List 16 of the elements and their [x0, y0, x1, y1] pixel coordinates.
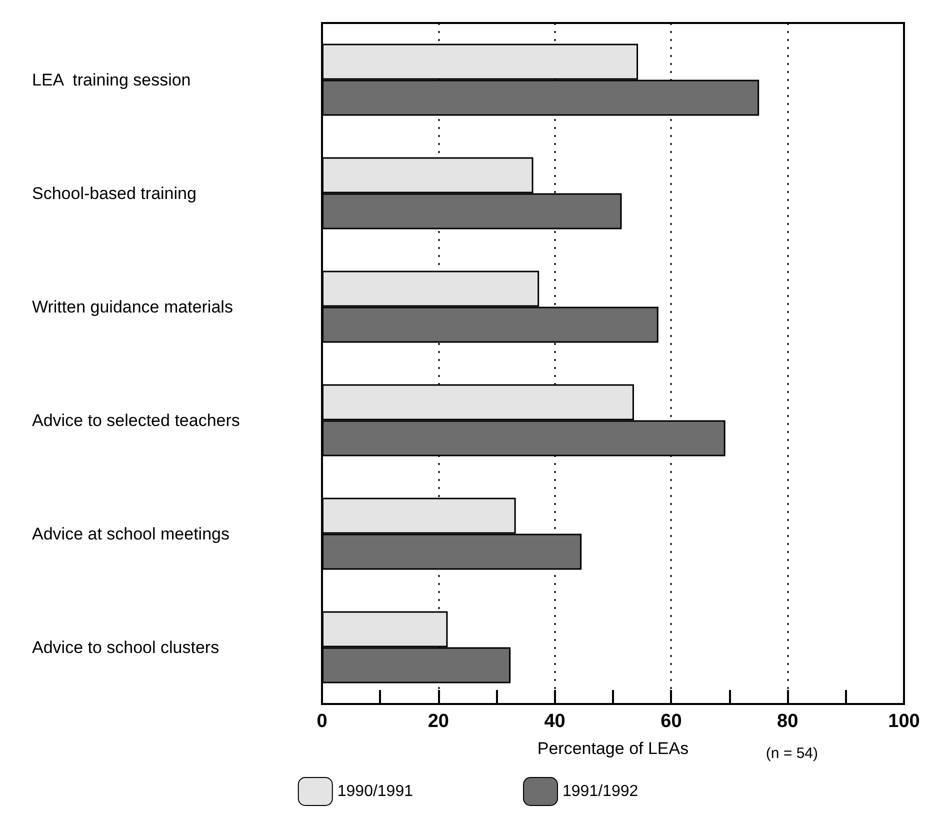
y-tick-label: LEA training session [32, 70, 191, 90]
text: (n = 54) [766, 745, 818, 762]
x-axis-title: Percentage of LEAs [537, 739, 689, 758]
x-tick-label: 0 [316, 711, 328, 732]
x-tick-label: 20 [428, 711, 449, 732]
y-tick-label: Advice to school clusters [32, 638, 220, 657]
x-tick-label: 60 [660, 711, 682, 732]
y-tick-label: School-based training [32, 184, 196, 203]
x-tick-label: 100 [888, 711, 920, 732]
y-tick-label: Written guidance materials [32, 297, 233, 316]
legend-label: 1990/1991 [337, 783, 414, 800]
x-tick-label: 80 [777, 711, 798, 732]
y-tick-label: Advice at school meetings [32, 524, 230, 544]
x-tick-label: 40 [544, 711, 566, 732]
legend-label: 1991/1992 [562, 783, 638, 800]
y-tick-label: Advice to selected teachers [32, 410, 240, 430]
